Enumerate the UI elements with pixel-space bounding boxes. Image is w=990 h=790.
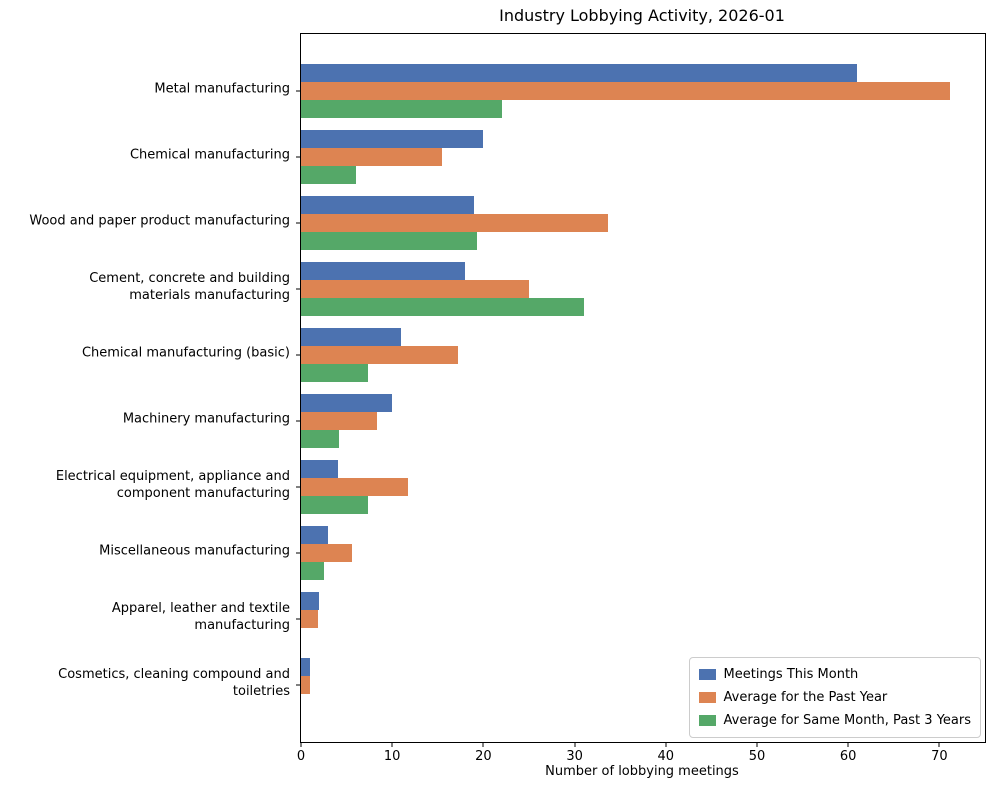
- bar-series2-cat2: [301, 231, 477, 250]
- bar-series0-cat1: [301, 130, 484, 149]
- y-category-label: Electrical equipment, appliance and comp…: [55, 469, 290, 501]
- bar-series0-cat8: [301, 592, 320, 611]
- bar-series1-cat8: [301, 610, 319, 628]
- bar-series1-cat9: [301, 676, 311, 694]
- y-tick: [296, 288, 300, 290]
- y-tick: [296, 156, 300, 158]
- bar-series0-cat9: [301, 658, 311, 677]
- bar-series1-cat5: [301, 412, 377, 430]
- y-tick: [296, 420, 300, 422]
- bar-series1-cat1: [301, 148, 443, 166]
- bar-series0-cat5: [301, 394, 393, 413]
- bar-series0-cat0: [301, 64, 858, 83]
- y-tick: [296, 684, 300, 686]
- bar-series2-cat0: [301, 99, 502, 118]
- x-axis-title: Number of lobbying meetings: [545, 764, 739, 779]
- x-tick: [665, 742, 667, 747]
- bar-series2-cat6: [301, 495, 368, 514]
- bar-series2-cat1: [301, 165, 356, 184]
- y-tick: [296, 90, 300, 92]
- y-tick: [296, 354, 300, 356]
- y-tick: [296, 618, 300, 620]
- bar-series0-cat7: [301, 526, 329, 545]
- x-tick: [574, 742, 576, 747]
- bar-series1-cat4: [301, 346, 458, 364]
- legend: Meetings This Month Average for the Past …: [688, 657, 981, 738]
- bar-series2-cat5: [301, 429, 340, 448]
- y-tick: [296, 222, 300, 224]
- bar-series0-cat4: [301, 328, 402, 347]
- bar-series1-cat6: [301, 478, 408, 496]
- x-tick: [847, 742, 849, 747]
- x-tick: [391, 742, 393, 747]
- y-tick: [296, 552, 300, 554]
- bar-series1-cat2: [301, 214, 609, 232]
- legend-item: Meetings This Month: [698, 663, 971, 686]
- x-tick: [300, 742, 302, 747]
- bar-series0-cat6: [301, 460, 338, 479]
- legend-label: Meetings This Month: [723, 667, 859, 682]
- x-tick: [756, 742, 758, 747]
- bar-series1-cat3: [301, 280, 529, 298]
- x-tick-label: 20: [475, 749, 492, 764]
- y-category-label: Miscellaneous manufacturing: [99, 543, 290, 559]
- plot-area: 0 10 20 30 40 50 60 70 Meetings This Month Averag…: [296, 33, 986, 764]
- legend-swatch: [698, 715, 716, 726]
- legend-swatch: [698, 692, 716, 703]
- legend-item: Average for Same Month, Past 3 Years: [698, 709, 971, 732]
- x-tick-label: 60: [839, 749, 857, 764]
- y-category-label: Apparel, leather and textile manufacturi…: [111, 601, 290, 633]
- x-tick-label: 50: [748, 749, 766, 764]
- legend-label: Average for the Past Year: [723, 690, 888, 705]
- bar-series1-cat0: [301, 82, 951, 100]
- bar-series2-cat7: [301, 561, 324, 580]
- y-category-label: Metal manufacturing: [154, 81, 290, 97]
- x-tick-label: 10: [383, 749, 401, 764]
- y-category-label: Machinery manufacturing: [122, 411, 290, 427]
- y-tick: [296, 486, 300, 488]
- y-category-label: Cosmetics, cleaning compound and toiletr…: [58, 667, 290, 699]
- legend-swatch: [698, 669, 716, 680]
- legend-item: Average for the Past Year: [698, 686, 971, 709]
- chart-title: Industry Lobbying Activity, 2026-01: [499, 6, 785, 25]
- bar-series0-cat3: [301, 262, 466, 281]
- legend-label: Average for Same Month, Past 3 Years: [723, 713, 971, 728]
- y-category-label: Chemical manufacturing: [129, 147, 290, 163]
- bar-series2-cat3: [301, 297, 584, 316]
- x-tick: [482, 742, 484, 747]
- y-axis-labels: Metal manufacturing Chemical manufacturin…: [0, 0, 290, 790]
- y-category-label: Wood and paper product manufacturing: [29, 213, 290, 229]
- x-tick-label: 0: [296, 749, 306, 764]
- y-category-label: Cement, concrete and building materials …: [89, 271, 290, 303]
- bar-series2-cat4: [301, 363, 368, 382]
- x-tick-label: 30: [566, 749, 583, 764]
- bar-series0-cat2: [301, 196, 475, 215]
- x-tick-label: 40: [657, 749, 675, 764]
- bar-series1-cat7: [301, 544, 353, 562]
- x-tick-label: 70: [931, 749, 948, 764]
- y-category-label: Chemical manufacturing (basic): [81, 345, 290, 361]
- x-tick: [938, 742, 940, 747]
